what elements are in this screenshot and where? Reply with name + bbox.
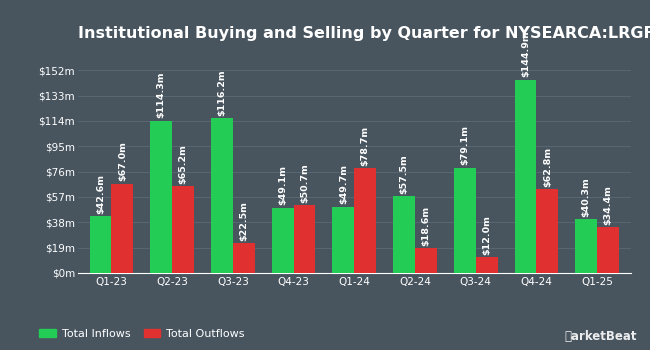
Text: $67.0m: $67.0m <box>118 141 127 181</box>
Bar <box>454 168 476 273</box>
Text: $49.7m: $49.7m <box>339 164 348 204</box>
Text: $42.6m: $42.6m <box>96 174 105 214</box>
Text: $40.3m: $40.3m <box>582 177 591 217</box>
Text: Institutional Buying and Selling by Quarter for NYSEARCA:LRGF: Institutional Buying and Selling by Quar… <box>78 26 650 41</box>
Bar <box>575 219 597 273</box>
Text: $78.7m: $78.7m <box>361 126 370 166</box>
Bar <box>332 207 354 273</box>
Text: ⼋arketBeat: ⼋arketBeat <box>564 330 637 343</box>
Text: $12.0m: $12.0m <box>482 215 491 254</box>
Bar <box>90 216 111 273</box>
Bar <box>354 168 376 273</box>
Text: $114.3m: $114.3m <box>157 72 166 118</box>
Text: $57.5m: $57.5m <box>400 154 409 194</box>
Bar <box>172 186 194 273</box>
Bar <box>211 118 233 273</box>
Bar <box>536 189 558 273</box>
Text: $22.5m: $22.5m <box>239 201 248 240</box>
Bar <box>476 257 497 273</box>
Bar <box>272 208 294 273</box>
Bar <box>111 184 133 273</box>
Bar <box>393 196 415 273</box>
Bar <box>515 80 536 273</box>
Text: $79.1m: $79.1m <box>460 125 469 165</box>
Bar <box>150 121 172 273</box>
Bar <box>597 227 619 273</box>
Text: $34.4m: $34.4m <box>604 185 612 225</box>
Text: $62.8m: $62.8m <box>543 147 552 187</box>
Text: $50.7m: $50.7m <box>300 163 309 203</box>
Bar <box>233 243 255 273</box>
Text: $49.1m: $49.1m <box>278 165 287 205</box>
Bar <box>415 248 437 273</box>
Legend: Total Inflows, Total Outflows: Total Inflows, Total Outflows <box>40 329 244 339</box>
Text: $116.2m: $116.2m <box>217 69 226 116</box>
Text: $65.2m: $65.2m <box>179 144 188 184</box>
Text: $18.6m: $18.6m <box>421 206 430 246</box>
Text: $144.9m: $144.9m <box>521 31 530 77</box>
Bar <box>294 205 315 273</box>
